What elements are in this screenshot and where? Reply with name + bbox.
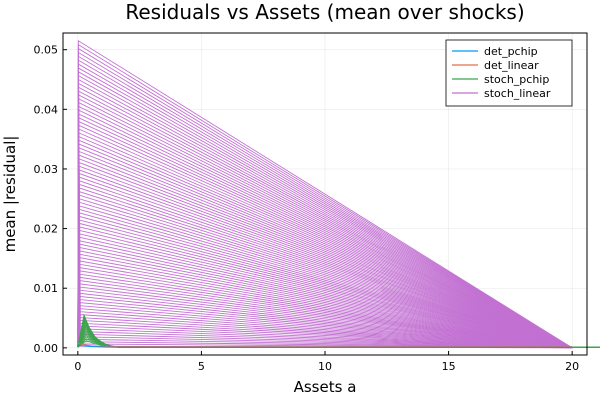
y-tick-label: 0.04	[34, 103, 59, 116]
legend-label: det_pchip	[484, 45, 538, 58]
legend-label: det_linear	[484, 59, 539, 72]
y-axis-label: mean |residual|	[1, 136, 19, 253]
y-tick-label: 0.02	[34, 223, 59, 236]
y-tick-label: 0.03	[34, 163, 59, 176]
chart-title: Residuals vs Assets (mean over shocks)	[125, 0, 524, 24]
det_pchip-line	[77, 344, 573, 348]
x-tick-label: 0	[74, 360, 81, 373]
y-tick-label: 0.00	[34, 342, 59, 355]
y-tick-label: 0.01	[34, 282, 59, 295]
x-tick-label: 20	[565, 360, 579, 373]
x-tick-label: 5	[198, 360, 205, 373]
legend-label: stoch_pchip	[484, 73, 549, 86]
y-tick-label: 0.05	[34, 44, 59, 57]
x-axis-label: Assets a	[294, 378, 357, 396]
stoch_linear-line	[77, 39, 573, 349]
legend: det_pchipdet_linearstoch_pchipstoch_line…	[445, 39, 573, 107]
plot-series	[77, 39, 600, 349]
det_linear-line	[77, 342, 573, 348]
x-tick-label: 10	[318, 360, 332, 373]
axis-ticks: 0 5 10 15 20 0.00 0.01 0.02 0.03 0.04 0.05	[34, 44, 580, 373]
legend-label: stoch_linear	[484, 87, 551, 100]
x-tick-label: 15	[442, 360, 456, 373]
